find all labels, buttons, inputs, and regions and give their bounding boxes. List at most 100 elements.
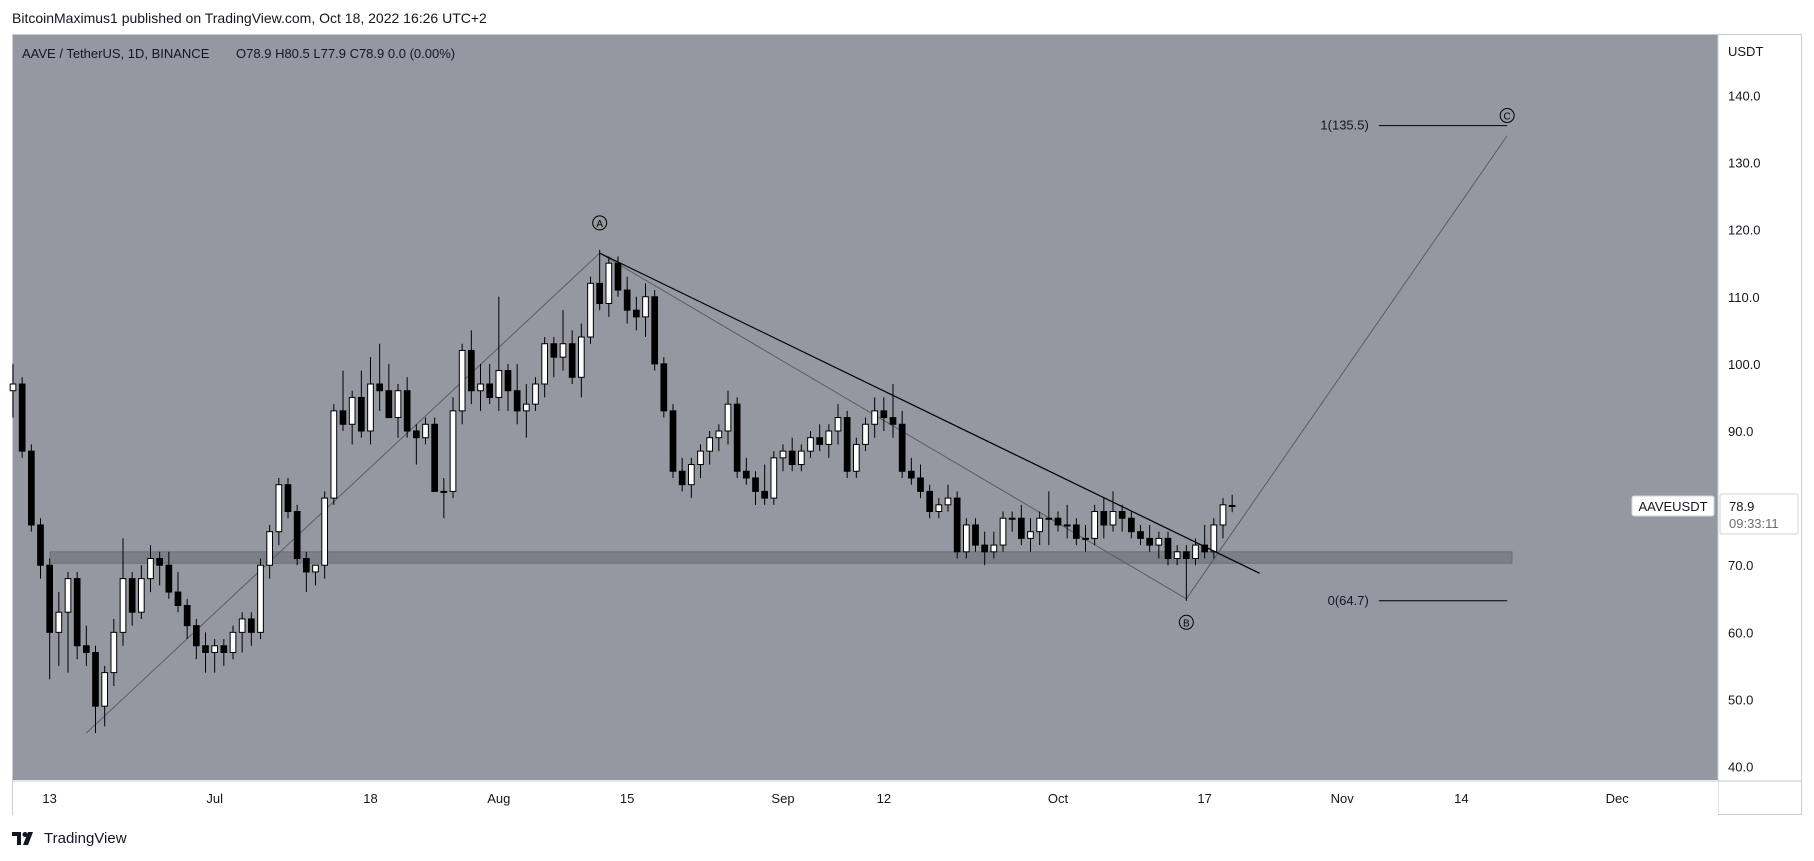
candle-body: [623, 289, 631, 311]
candle-body: [1192, 544, 1199, 560]
candle-body: [119, 578, 127, 633]
candle-body: [1045, 517, 1053, 520]
candle-body: [165, 564, 173, 593]
price-tag-countdown: 09:33:11: [1729, 516, 1779, 531]
candle-body: [46, 564, 54, 633]
fib-level-label: 1(135.5): [1320, 118, 1368, 133]
candle-body: [1027, 531, 1034, 539]
candle-body: [1091, 511, 1099, 539]
candle-body: [174, 591, 182, 606]
candle-body: [477, 383, 484, 392]
legend-low-value: 77.9: [321, 46, 346, 61]
candle-body: [1063, 524, 1071, 527]
time-tick-label: 18: [363, 791, 377, 806]
candle-body: [541, 343, 549, 385]
candle-body: [467, 349, 475, 392]
candle-body: [412, 430, 420, 439]
candle-body: [422, 423, 429, 439]
candle-body: [907, 470, 915, 479]
candle-body: [761, 490, 769, 499]
tradingview-logo-icon[interactable]: [12, 831, 38, 846]
candle-body: [742, 470, 750, 479]
candle-body: [458, 349, 466, 412]
time-tick-label: 15: [620, 791, 634, 806]
candle-body: [110, 631, 118, 674]
time-tick-label: Sep: [771, 791, 794, 806]
candle-body: [605, 262, 613, 304]
candle-body: [1219, 504, 1227, 526]
candle-body: [880, 410, 888, 419]
candle-body: [678, 470, 686, 486]
candles-layer: [9, 249, 1236, 734]
legend-close-label: C: [350, 46, 359, 61]
candle-body: [82, 645, 90, 653]
time-tick-label: Dec: [1606, 791, 1630, 806]
legend-open-label: O: [236, 46, 246, 61]
candle-body: [55, 611, 63, 633]
candle-body: [220, 645, 228, 653]
candle-body: [779, 450, 787, 459]
candle-body: [137, 578, 145, 613]
price-tick-label: 140.0: [1728, 88, 1761, 103]
candle-body: [972, 524, 979, 546]
candle-body: [321, 497, 329, 566]
candle-body: [257, 564, 264, 633]
candle-body: [614, 262, 622, 291]
candle-body: [275, 484, 283, 533]
candle-body: [357, 396, 365, 432]
trendline-layer: [599, 252, 1260, 574]
fib-levels-layer: 1(135.5) 0(64.7): [1320, 118, 1508, 608]
footer: TradingView: [12, 830, 127, 847]
last-price-tag: AAVEUSDT 78.9 09:33:11: [1631, 493, 1799, 535]
candle-body: [1109, 511, 1117, 526]
footer-brand[interactable]: TradingView: [44, 830, 127, 847]
candle-body: [376, 383, 384, 392]
candle-body: [651, 296, 659, 365]
candle-body: [660, 363, 668, 412]
candle-body: [1164, 537, 1172, 560]
candle-body: [532, 383, 539, 405]
time-axis-labels: 13 Jul 18 Aug 15 Sep 12 Oct 17 Nov 14 Dec: [42, 791, 1629, 806]
candle-body: [495, 370, 503, 398]
candle-body: [632, 309, 640, 318]
legend-high-label: H: [275, 46, 284, 61]
candle-body: [862, 423, 869, 445]
time-axis[interactable]: [13, 781, 1718, 815]
candle-body: [1072, 524, 1080, 539]
candle-body: [1118, 511, 1126, 519]
candle-body: [834, 417, 842, 432]
plot-pane[interactable]: [13, 35, 1718, 780]
candle-body: [724, 403, 732, 432]
candle-body: [926, 490, 934, 513]
price-tick-label: 120.0: [1728, 223, 1761, 238]
candle-body: [367, 383, 374, 432]
candle-body: [935, 504, 943, 513]
candle-body: [238, 618, 246, 633]
price-axis[interactable]: [1718, 35, 1801, 780]
candle-body: [73, 578, 81, 647]
price-tag-value: 78.9: [1729, 499, 1754, 514]
ticker-tag-text: AAVEUSDT: [1638, 499, 1707, 514]
candle-body: [559, 343, 567, 358]
candle-body: [202, 645, 209, 653]
candle-body: [669, 410, 677, 472]
candle-body: [330, 410, 338, 499]
time-tick-label: 13: [42, 791, 56, 806]
candle-body: [852, 443, 860, 472]
candle-body: [293, 511, 301, 560]
wave-label-text: A: [596, 219, 603, 230]
candle-body: [568, 343, 576, 378]
candle-body: [312, 564, 319, 573]
candle-body: [183, 604, 191, 627]
legend-low-label: L: [313, 46, 320, 61]
legend-high-value: 80.5: [284, 46, 309, 61]
candle-body: [687, 464, 695, 486]
ticker-tag-box: [1631, 495, 1715, 517]
candle-body: [18, 383, 26, 452]
wave-label-text: B: [1183, 618, 1190, 629]
candle-body: [752, 477, 759, 492]
candle-body: [9, 383, 17, 392]
time-tick-label: Jul: [206, 791, 223, 806]
candle-body: [577, 336, 585, 378]
